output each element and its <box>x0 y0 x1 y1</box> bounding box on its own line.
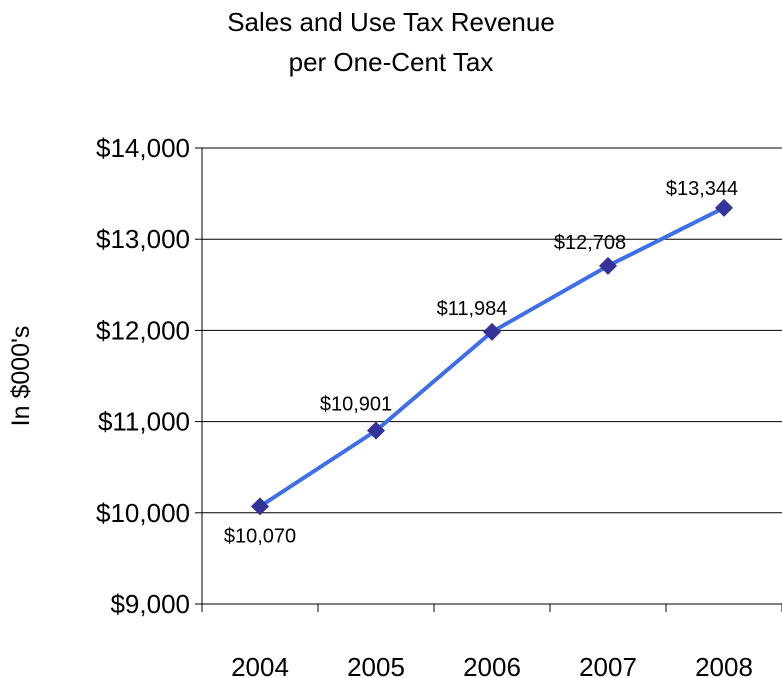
y-tick-label: $13,000 <box>96 224 190 254</box>
y-tick-label: $10,000 <box>96 498 190 528</box>
x-tick-label: 2008 <box>695 652 753 678</box>
data-label: $13,344 <box>666 178 738 200</box>
y-tick-label: $12,000 <box>96 315 190 345</box>
x-tick-label: 2006 <box>463 652 521 678</box>
data-label: $11,984 <box>437 298 508 320</box>
data-point-marker <box>367 421 385 440</box>
data-point-marker <box>599 256 617 275</box>
data-label: $10,070 <box>224 525 296 547</box>
chart-title-line-1: Sales and Use Tax Revenue <box>227 7 555 37</box>
x-tick-label: 2005 <box>347 652 405 678</box>
y-tick-labels: $9,000 $10,000 $11,000 $12,000 $13,000 $14,00… <box>96 133 190 619</box>
series-line <box>258 206 725 509</box>
axes <box>195 147 782 612</box>
data-labels: $10,070 $10,901 $11,984 $12,708 $13,344 <box>224 178 738 548</box>
data-label: $10,901 <box>320 394 392 416</box>
series-group <box>251 198 733 516</box>
y-tick-label: $11,000 <box>98 407 190 437</box>
y-tick-label: $14,000 <box>96 133 190 163</box>
data-point-marker <box>251 497 269 516</box>
y-axis-title: In $000's <box>7 326 35 427</box>
data-label: $12,708 <box>554 232 626 254</box>
x-tick-labels: 2004 2005 2006 2007 2008 <box>231 652 753 678</box>
x-tick-label: 2007 <box>579 652 637 678</box>
chart-title: Sales and Use Tax Revenue per One-Cent T… <box>0 2 782 82</box>
y-tick-label: $9,000 <box>110 589 190 619</box>
data-point-marker <box>483 322 501 341</box>
x-tick-label: 2004 <box>231 652 289 678</box>
chart-title-line-2: per One-Cent Tax <box>288 47 494 77</box>
data-point-marker <box>715 198 733 217</box>
